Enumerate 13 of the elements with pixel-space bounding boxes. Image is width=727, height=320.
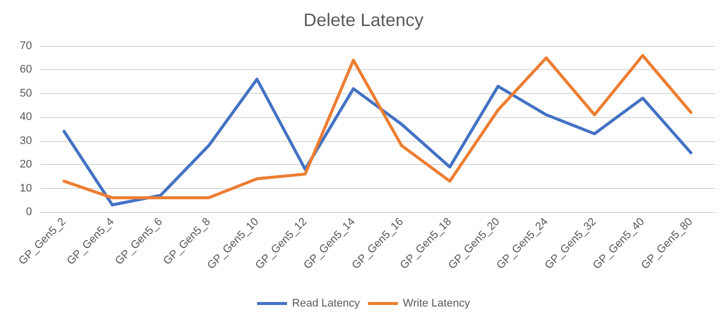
y-tick-label: 50 [20,87,32,100]
y-tick-label: 0 [26,206,32,218]
y-tick-label: 20 [20,158,32,171]
y-tick-label: 40 [20,111,32,124]
chart-title: Delete Latency [303,10,424,30]
legend-label: Read Latency [292,298,360,310]
y-tick-label: 70 [20,40,32,52]
line-series [62,54,692,200]
legend-label: Write Latency [402,298,470,310]
y-tick-label: 10 [20,182,32,194]
line-series [62,78,692,206]
y-tick-label: 30 [20,134,32,147]
y-tick-label: 60 [20,64,32,76]
